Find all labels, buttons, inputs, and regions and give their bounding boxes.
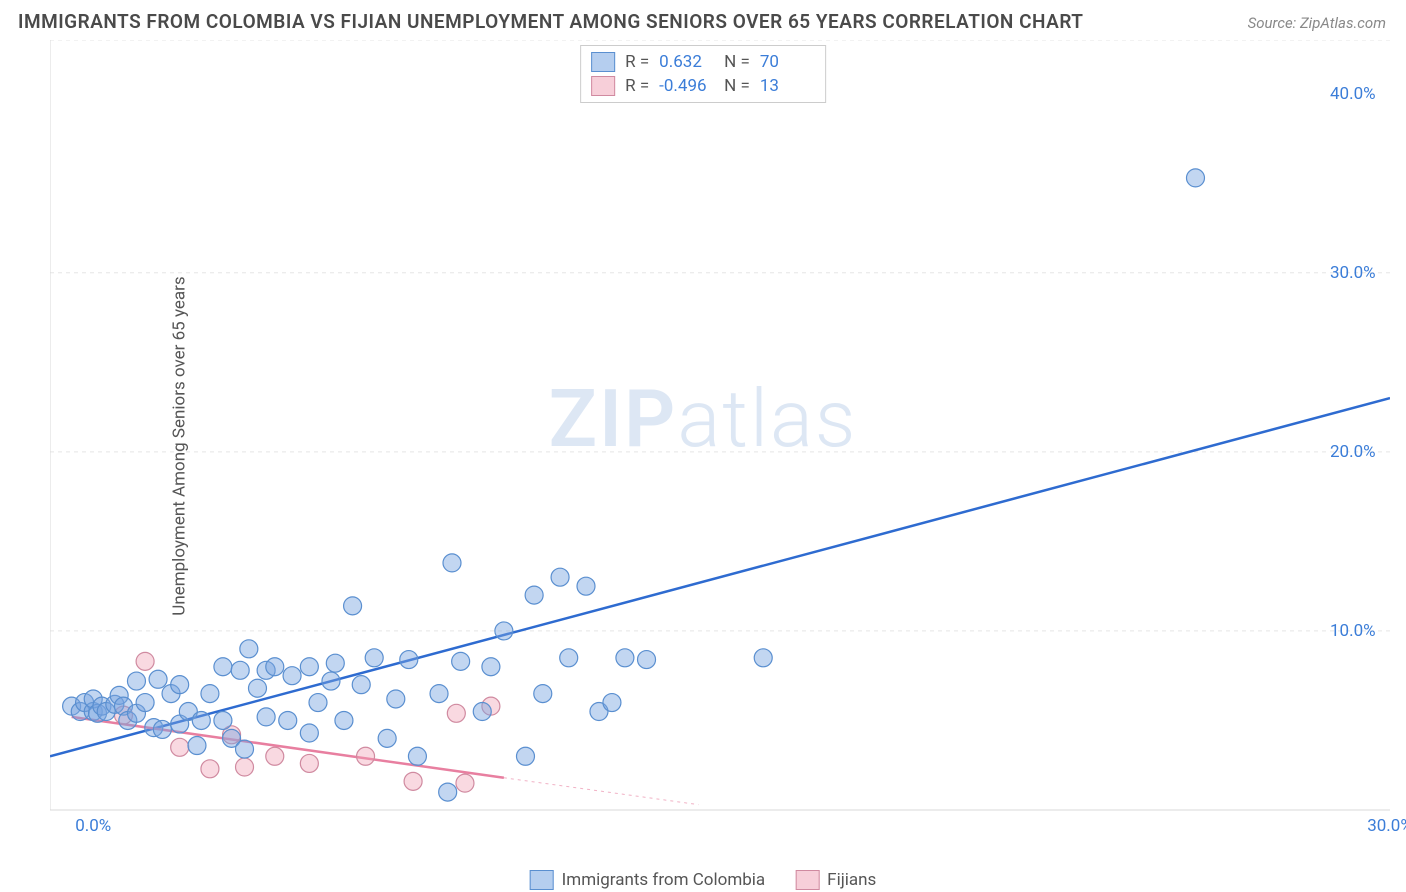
scatter-plot-svg [50,40,1390,840]
source-attribution: Source: ZipAtlas.com [1248,14,1386,32]
y-tick-2: 30.0% [1330,263,1376,283]
legend-stats: R = 0.632 N = 70 R = -0.496 N = 13 [580,45,826,103]
legend-series: Immigrants from Colombia Fijians [530,870,877,890]
chart-title: IMMIGRANTS FROM COLOMBIA VS FIJIAN UNEMP… [18,10,1083,33]
y-tick-0: 10.0% [1330,621,1376,641]
legend-item-fijians: Fijians [795,870,876,890]
plot-area [50,40,1390,840]
legend-r-label: R = [625,52,649,72]
legend-swatch-blue-icon [591,52,615,72]
legend-label-colombia: Immigrants from Colombia [562,870,766,890]
legend-row-colombia: R = 0.632 N = 70 [591,50,815,74]
legend-row-fijians: R = -0.496 N = 13 [591,74,815,98]
chart-container: IMMIGRANTS FROM COLOMBIA VS FIJIAN UNEMP… [0,0,1406,892]
legend-item-colombia: Immigrants from Colombia [530,870,766,890]
legend-swatch-pink-icon [591,76,615,96]
legend-r-label: R = [625,76,649,96]
legend-swatch-blue-icon [530,870,554,890]
legend-n-label: N = [724,52,750,72]
y-tick-3: 40.0% [1330,84,1376,104]
legend-n-value-fijians: 13 [760,76,815,96]
legend-swatch-pink-icon [795,870,819,890]
legend-n-value-colombia: 70 [760,52,815,72]
x-tick-0: 0.0% [75,816,111,836]
legend-r-value-fijians: -0.496 [659,76,714,96]
y-tick-1: 20.0% [1330,442,1376,462]
legend-label-fijians: Fijians [827,870,876,890]
legend-n-label: N = [724,76,750,96]
legend-r-value-colombia: 0.632 [659,52,714,72]
x-tick-1: 30.0% [1367,816,1406,836]
